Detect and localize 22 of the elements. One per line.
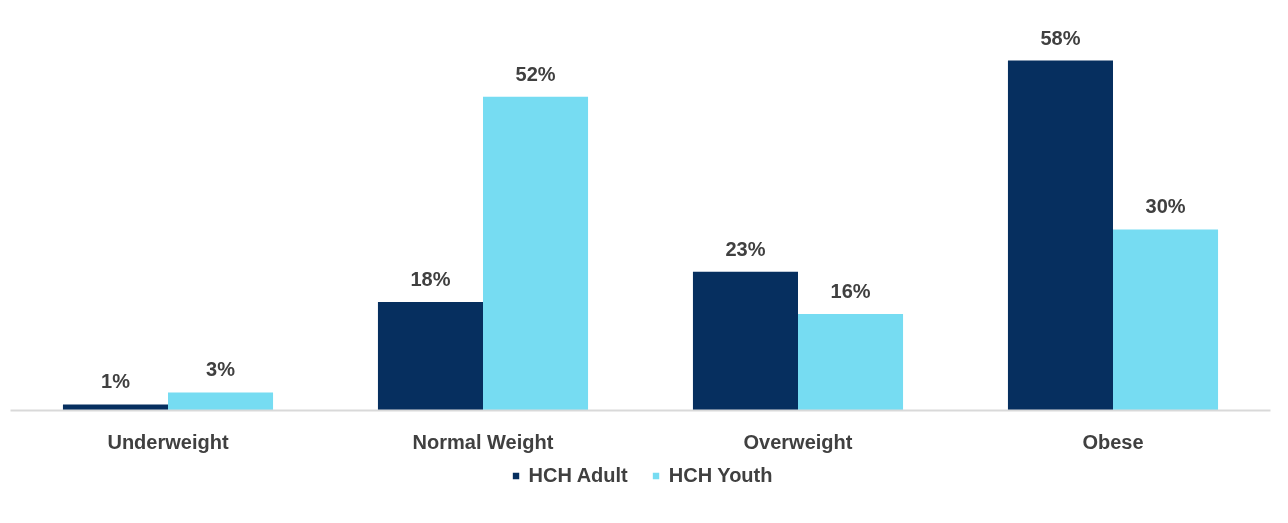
bar <box>168 392 274 411</box>
bar <box>483 96 589 411</box>
data-label: 58% <box>1040 26 1081 49</box>
x-tick-label: Normal Weight <box>412 430 554 453</box>
legend-label: HCH Adult <box>528 463 628 487</box>
data-label: 30% <box>1145 195 1186 218</box>
bar <box>1007 60 1113 411</box>
data-label: 52% <box>515 62 556 85</box>
data-label: 3% <box>206 358 236 381</box>
legend-label: HCH Youth <box>668 463 773 487</box>
data-label: 18% <box>410 267 451 290</box>
data-label: 1% <box>101 370 131 393</box>
x-tick-label: Obese <box>1082 430 1144 453</box>
data-label: 23% <box>725 237 766 260</box>
data-label: 16% <box>830 279 871 302</box>
bar <box>377 301 483 411</box>
x-tick-label: Underweight <box>107 430 229 453</box>
x-tick-label: Overweight <box>743 430 853 453</box>
bar <box>1113 229 1219 411</box>
bar <box>798 313 904 411</box>
bar <box>692 271 798 411</box>
bar <box>62 404 168 411</box>
